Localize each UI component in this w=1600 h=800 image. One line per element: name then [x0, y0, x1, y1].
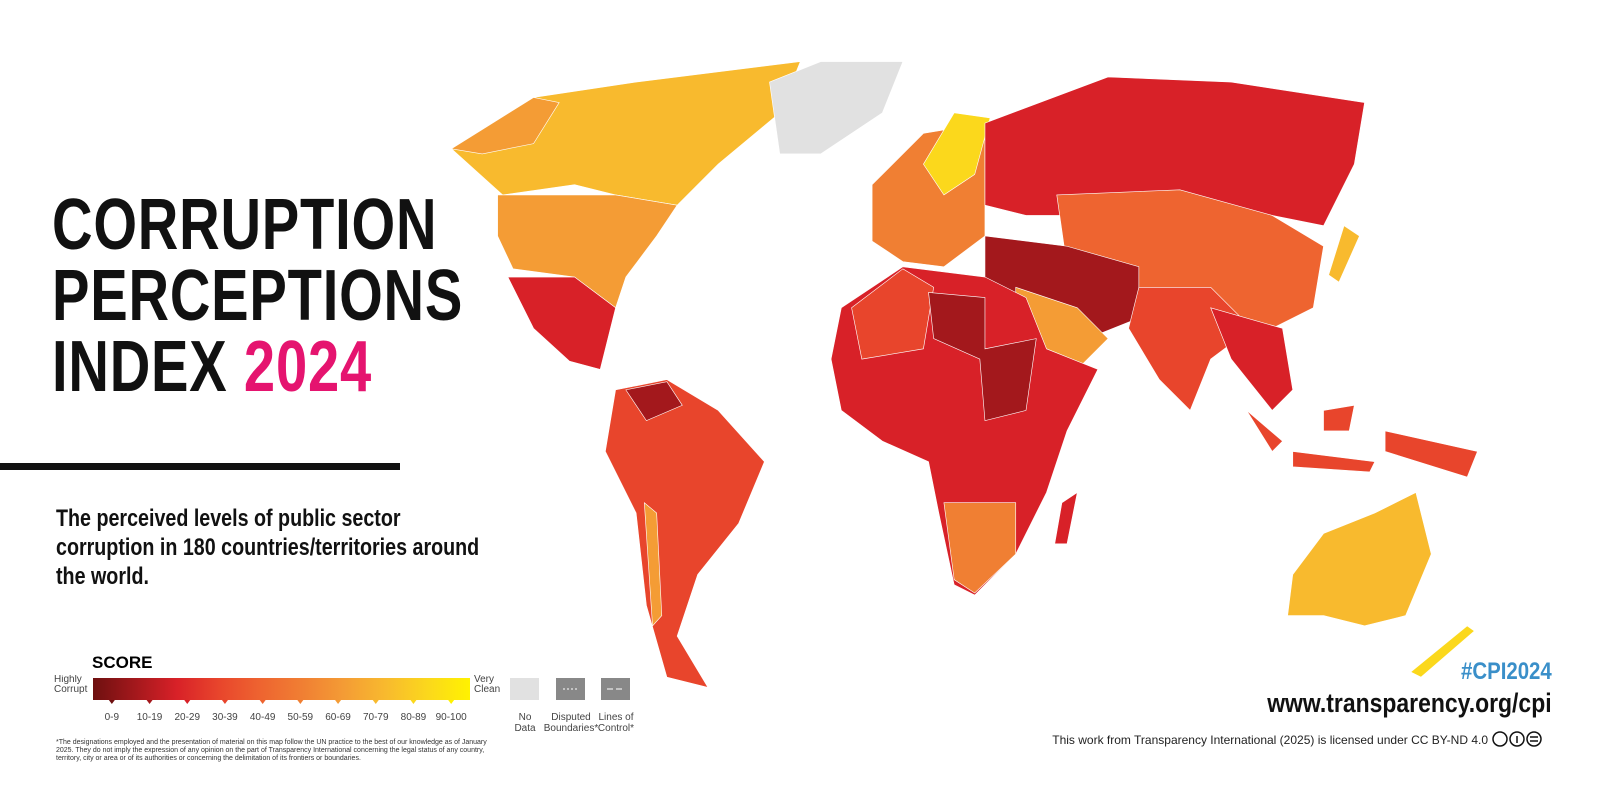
bin-label: 80-89: [401, 712, 427, 723]
score-gradient: [93, 678, 470, 700]
bin-pointer: [184, 700, 191, 704]
title-line: CORRUPTION: [52, 185, 438, 265]
no-data-swatch: [510, 678, 539, 700]
legend-high: Very Clean: [474, 675, 501, 695]
bin-label: 70-79: [363, 712, 389, 723]
control-swatch: [601, 678, 630, 700]
usa: [497, 194, 678, 309]
mexico-central-america: [507, 276, 616, 370]
bin-pointer: [221, 700, 228, 704]
bin-label: 0-9: [105, 712, 120, 723]
hashtag: #CPI2024: [1461, 658, 1552, 685]
extra-label: No Data: [514, 712, 536, 734]
madagascar: [1054, 491, 1078, 545]
world-map: [450, 61, 1478, 688]
indonesia: [1246, 404, 1478, 478]
bin-pointer: [410, 700, 417, 704]
title-line: INDEX 2024: [52, 331, 463, 403]
bin-pointer: [335, 700, 342, 704]
north-africa: [851, 268, 934, 360]
bin-label: 20-29: [174, 712, 200, 723]
extra-label: Disputed Boundaries*: [544, 712, 599, 734]
footnote: *The designations employed and the prese…: [56, 739, 487, 762]
legend: SCORE Highly Corrupt Very Clean 0-9 10-19…: [54, 653, 634, 734]
scandinavia: [923, 112, 991, 196]
southeast-asia: [1210, 307, 1294, 411]
chile-uruguay: [643, 502, 663, 627]
bin-label: 60-69: [325, 712, 351, 723]
venezuela: [625, 381, 683, 422]
license: This work from Transparency Internationa…: [1052, 733, 1488, 747]
bin-label: 50-59: [288, 712, 314, 723]
title-word: INDEX: [52, 327, 228, 407]
subtitle: The perceived levels of public sector co…: [56, 505, 480, 590]
greenland: [769, 61, 904, 155]
cc-icons: [1492, 731, 1542, 747]
divider: [0, 463, 400, 470]
south-america: [605, 379, 765, 688]
legend-title: SCORE: [92, 653, 152, 672]
disputed-swatch: [556, 678, 585, 700]
title-year: 2024: [243, 327, 372, 407]
bin-pointer: [297, 700, 304, 704]
alaska: [450, 97, 560, 155]
bin-pointer: [448, 700, 455, 704]
bin-pointer: [372, 700, 379, 704]
legend-high-label: Very Clean: [474, 675, 501, 695]
japan: [1328, 225, 1360, 283]
libya-sudan: [928, 292, 1037, 422]
title-line: PERCEPTIONS: [52, 256, 464, 336]
bin-label: 10-19: [137, 712, 163, 723]
bin-label: 40-49: [250, 712, 276, 723]
extra-label: Lines of Control*: [598, 712, 634, 734]
russia: [984, 76, 1365, 227]
title: CORRUPTION PERCEPTIONS INDEX 2024: [52, 185, 464, 403]
bin-pointer: [108, 700, 115, 704]
bin-pointer: [146, 700, 153, 704]
legend-low-label: Highly Corrupt: [54, 675, 88, 695]
australia: [1287, 492, 1432, 627]
bin-pointer: [259, 700, 266, 704]
new-zealand: [1410, 625, 1475, 678]
url[interactable]: www.transparency.org/cpi: [1267, 688, 1552, 718]
bin-label: 30-39: [212, 712, 238, 723]
legend-low: Highly Corrupt: [54, 675, 88, 695]
southern-africa: [943, 502, 1017, 594]
bin-label: 90-100: [436, 712, 468, 723]
canada: [450, 61, 801, 206]
